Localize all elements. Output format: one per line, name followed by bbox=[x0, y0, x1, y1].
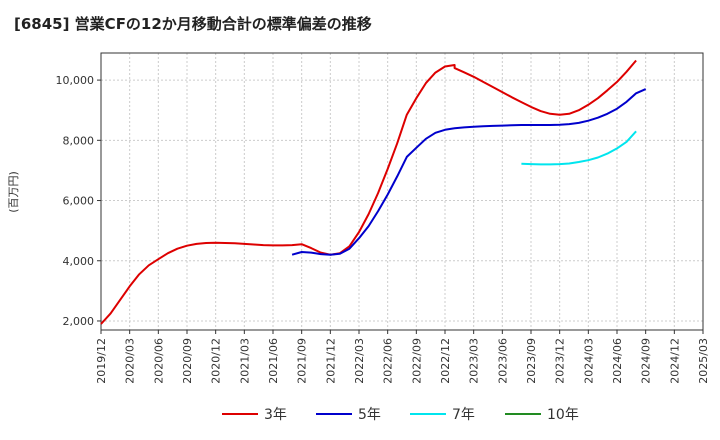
x-axis-ticks: 2019/12 2020/03 2020/06 2020/09 2020/12 2021/… bbox=[95, 330, 710, 384]
legend: 3年 5年 7年 10年 bbox=[222, 407, 579, 423]
legend-label-3年: 3年 bbox=[264, 407, 287, 423]
x-tick-label: 2023/09 bbox=[525, 338, 538, 384]
series-line-5年 bbox=[291, 88, 647, 256]
x-tick-label: 2025/03 bbox=[697, 338, 710, 384]
x-tick-label: 2022/06 bbox=[382, 338, 395, 384]
x-tick-label: 2023/12 bbox=[554, 338, 567, 384]
y-tick-label: 4,000 bbox=[63, 255, 95, 268]
series-line-7年 bbox=[521, 130, 637, 166]
x-tick-label: 2023/06 bbox=[496, 338, 509, 384]
legend-label-7年: 7年 bbox=[452, 407, 475, 423]
plot-frame bbox=[100, 52, 704, 331]
x-tick-label: 2020/09 bbox=[181, 338, 194, 384]
y-tick-label: 8,000 bbox=[63, 134, 95, 147]
grid bbox=[100, 53, 704, 330]
x-tick-label: 2020/12 bbox=[210, 338, 223, 384]
x-tick-label: 2021/09 bbox=[296, 338, 309, 384]
x-tick-label: 2022/03 bbox=[353, 338, 366, 384]
x-tick-label: 2021/03 bbox=[238, 338, 251, 384]
x-tick-label: 2024/03 bbox=[582, 338, 595, 384]
x-tick-label: 2024/06 bbox=[611, 338, 624, 384]
x-tick-label: 2022/12 bbox=[439, 338, 452, 384]
y-axis-label: (百万円) bbox=[7, 171, 20, 213]
x-tick-label: 2024/12 bbox=[668, 338, 681, 384]
chart-title: [6845] 営業CFの12か月移動合計の標準偏差の推移 bbox=[14, 15, 372, 33]
x-tick-label: 2023/03 bbox=[468, 338, 481, 384]
x-tick-label: 2020/03 bbox=[124, 338, 137, 384]
x-tick-label: 2021/12 bbox=[324, 338, 337, 384]
legend-label-5年: 5年 bbox=[358, 407, 381, 423]
x-tick-label: 2024/09 bbox=[640, 338, 653, 384]
y-tick-label: 6,000 bbox=[63, 195, 95, 208]
series-line-3年 bbox=[100, 59, 637, 325]
legend-label-10年: 10年 bbox=[547, 407, 579, 423]
y-axis-ticks: 2,000 4,000 6,000 8,000 10,000 bbox=[56, 74, 101, 328]
x-tick-label: 2020/06 bbox=[152, 338, 165, 384]
x-tick-label: 2021/06 bbox=[267, 338, 280, 384]
y-tick-label: 2,000 bbox=[63, 315, 95, 328]
series-lines bbox=[100, 59, 647, 325]
x-tick-label: 2019/12 bbox=[95, 338, 108, 384]
x-tick-label: 2022/09 bbox=[410, 338, 423, 384]
y-tick-label: 10,000 bbox=[56, 74, 95, 87]
